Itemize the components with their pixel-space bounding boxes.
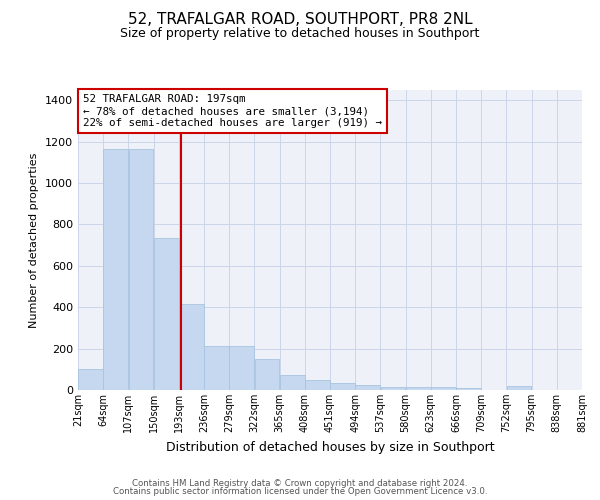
Bar — [78, 370, 103, 390]
Text: 52 TRAFALGAR ROAD: 197sqm
← 78% of detached houses are smaller (3,194)
22% of se: 52 TRAFALGAR ROAD: 197sqm ← 78% of detac… — [83, 94, 382, 128]
Bar — [229, 346, 254, 390]
Text: 52, TRAFALGAR ROAD, SOUTHPORT, PR8 2NL: 52, TRAFALGAR ROAD, SOUTHPORT, PR8 2NL — [128, 12, 472, 28]
Y-axis label: Number of detached properties: Number of detached properties — [29, 152, 40, 328]
Bar — [305, 380, 330, 390]
Bar — [179, 304, 204, 390]
Bar — [456, 388, 481, 390]
Bar — [280, 375, 305, 390]
Bar — [406, 387, 431, 390]
Bar — [154, 238, 179, 390]
Bar — [128, 149, 154, 390]
Text: Contains HM Land Registry data © Crown copyright and database right 2024.: Contains HM Land Registry data © Crown c… — [132, 478, 468, 488]
Bar — [506, 386, 532, 390]
Bar — [254, 359, 280, 390]
Bar — [355, 385, 380, 390]
X-axis label: Distribution of detached houses by size in Southport: Distribution of detached houses by size … — [166, 440, 494, 454]
Bar — [330, 383, 355, 390]
Bar — [431, 388, 456, 390]
Text: Contains public sector information licensed under the Open Government Licence v3: Contains public sector information licen… — [113, 487, 487, 496]
Bar — [204, 346, 229, 390]
Bar — [380, 387, 406, 390]
Text: Size of property relative to detached houses in Southport: Size of property relative to detached ho… — [121, 28, 479, 40]
Bar — [103, 149, 128, 390]
